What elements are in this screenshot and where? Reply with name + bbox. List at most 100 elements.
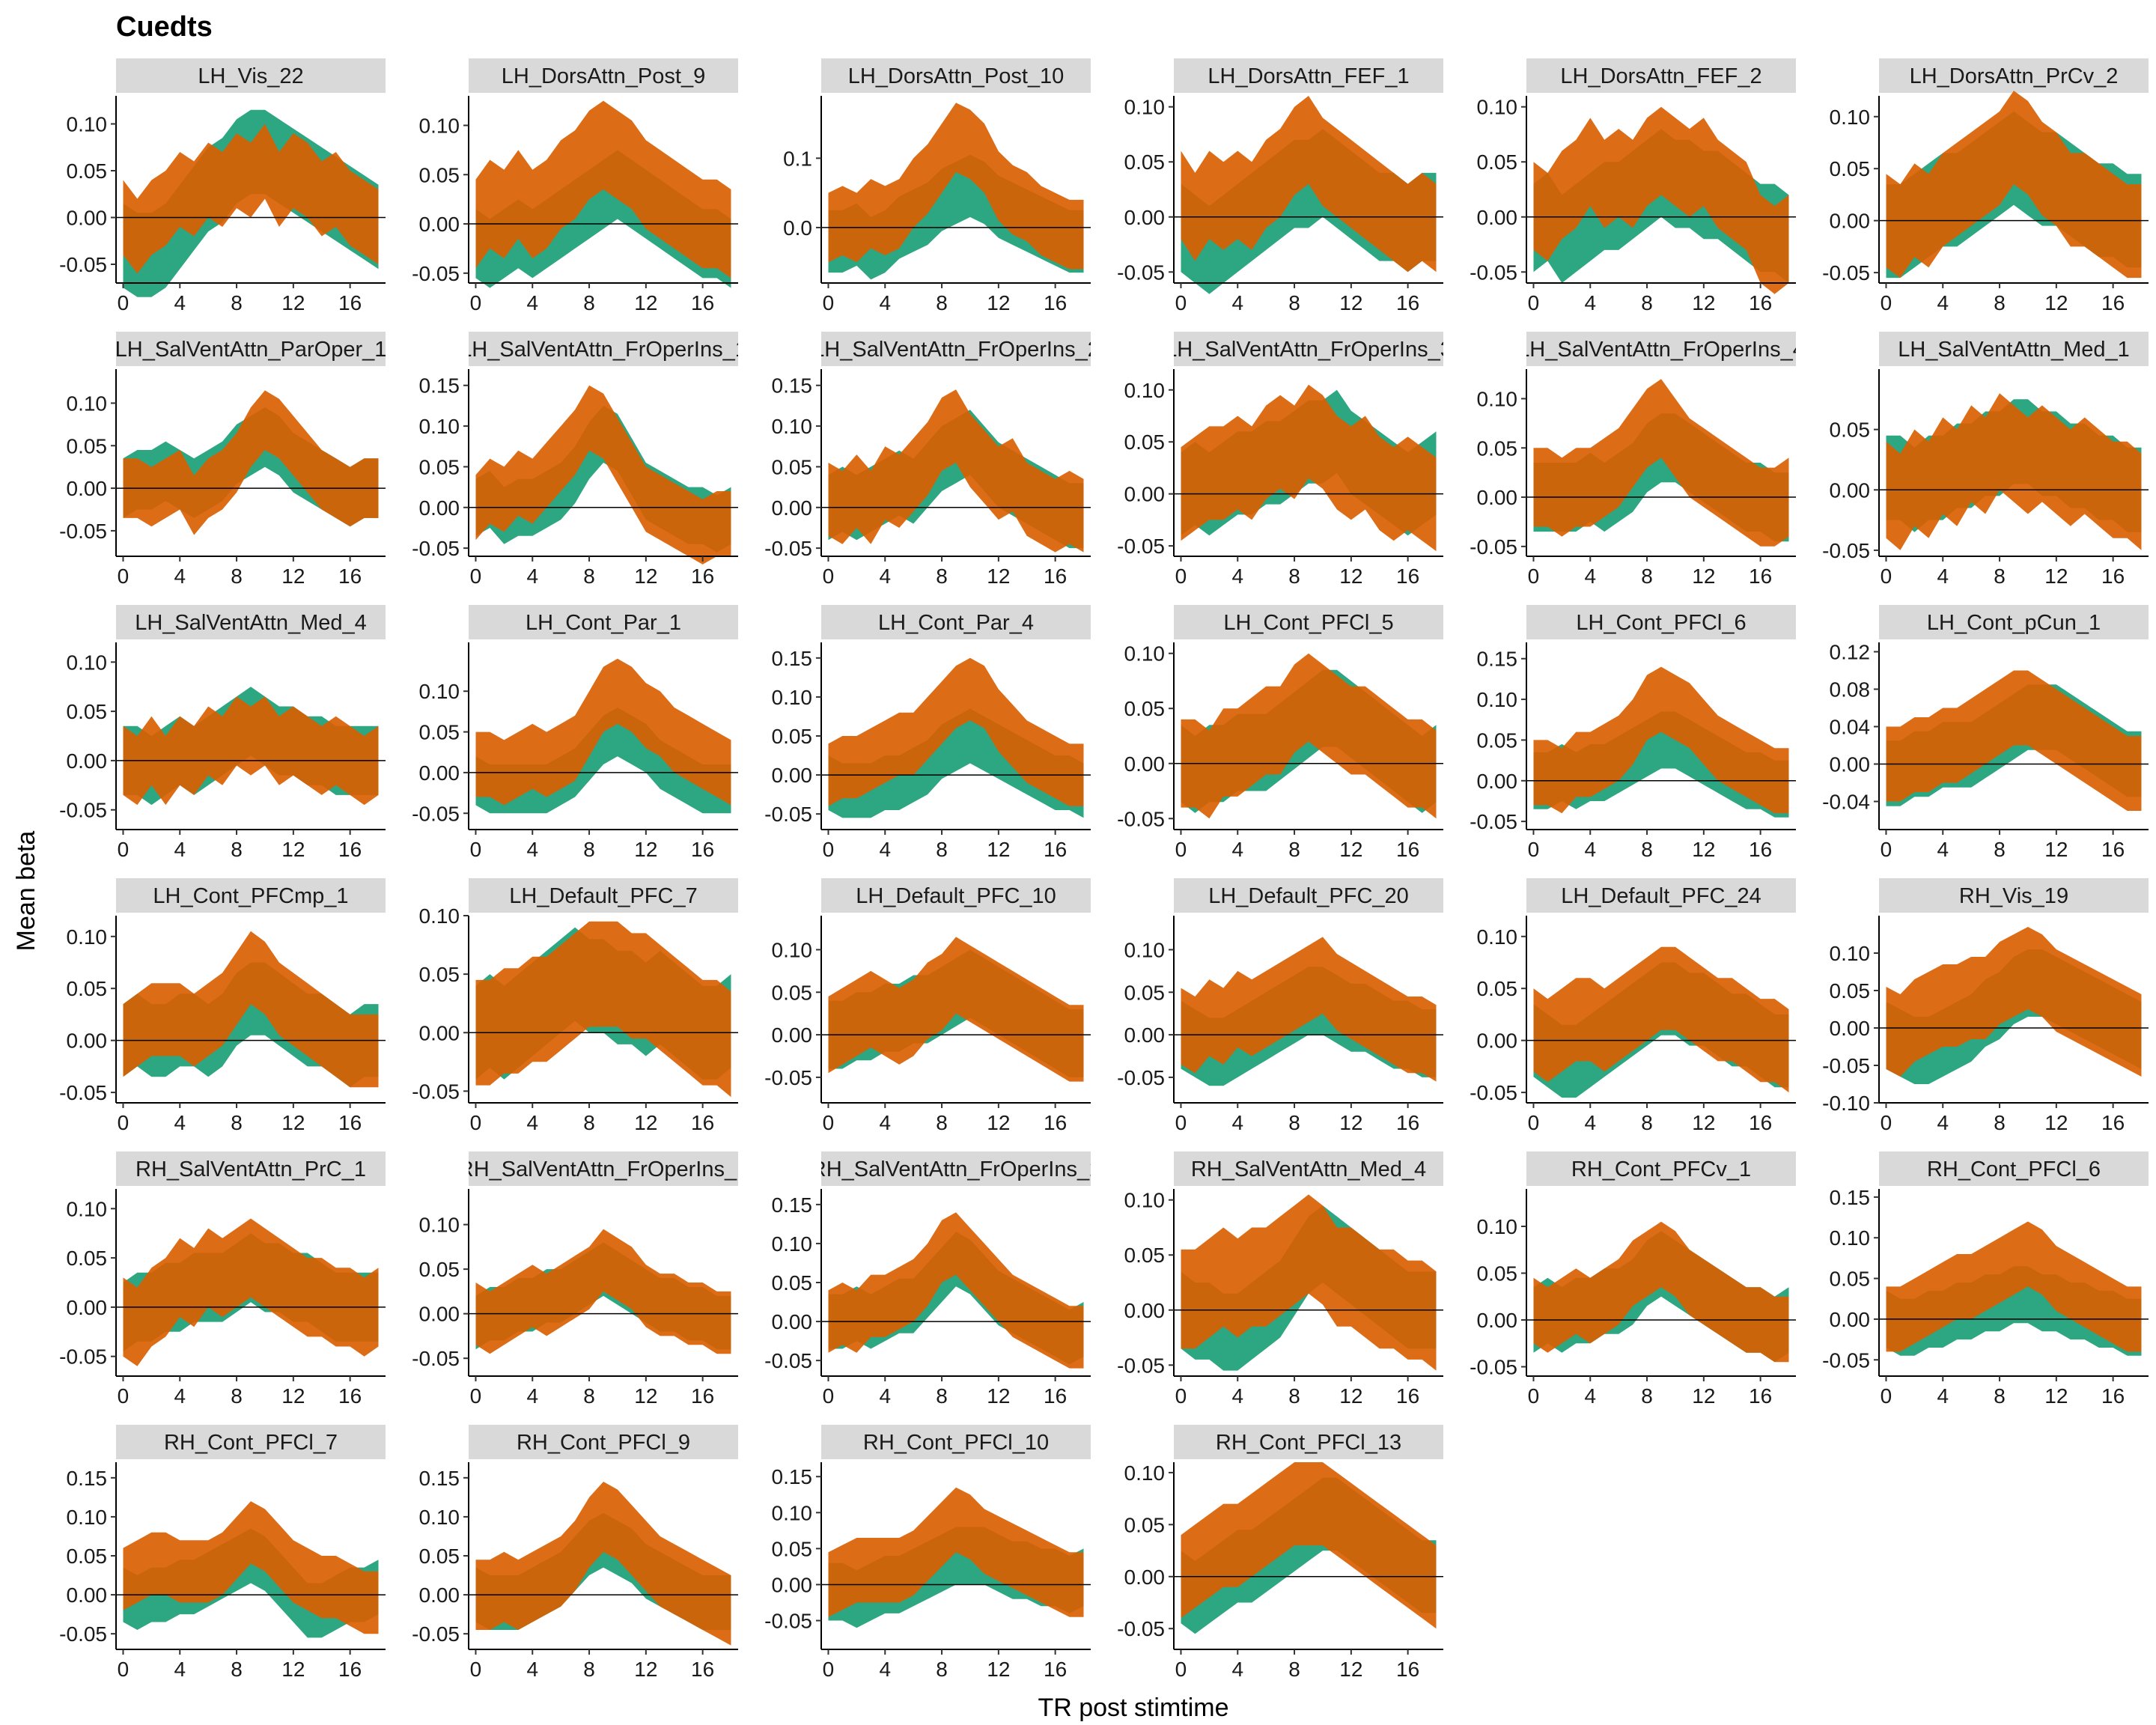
x-tick-label: 16	[1749, 1111, 1772, 1134]
y-tick-label: 0.05	[419, 963, 460, 986]
facet-panel: RH_Cont_PFCl_6 -0.05 0.00 0.05 0.10 0.15 0 4 8 12…	[1822, 1151, 2149, 1408]
ribbon-series-b	[1181, 96, 1437, 273]
x-tick-label: 0	[118, 838, 130, 861]
y-tick-label: 0.15	[419, 1467, 460, 1490]
y-tick-label: 0.00	[772, 1023, 813, 1047]
x-tick-label: 12	[987, 1111, 1010, 1134]
facet-strip	[1526, 605, 1796, 639]
facet-panel: LH_Cont_Par_4 -0.05 0.00 0.05 0.10 0.15 0 4 8 12 1…	[764, 605, 1091, 861]
y-tick-label: 0.10	[1124, 642, 1166, 666]
x-tick-label: 16	[1044, 1111, 1067, 1134]
y-tick-label: 0.00	[67, 1296, 108, 1319]
facet-strip-label: LH_SalVentAttn_FrOperIns_4	[1517, 338, 1805, 362]
facet-panel: LH_SalVentAttn_Med_4 -0.05 0.00 0.05 0.10 0 4 8…	[59, 605, 386, 861]
x-tick-label: 16	[1044, 1384, 1067, 1408]
x-tick-label: 8	[231, 1111, 243, 1134]
y-tick-label: -0.05	[1822, 1348, 1870, 1372]
ribbon-series-b	[1886, 1221, 2142, 1352]
ribbon-series-b	[1533, 666, 1789, 814]
x-tick-label: 4	[174, 838, 186, 861]
facet-panel: RH_SalVentAttn_FrOperIns_2 -0.05 0.00 0.05 0…	[764, 1151, 1091, 1408]
y-tick-label: 0.00	[67, 477, 108, 500]
facet-strip	[469, 332, 738, 366]
x-tick-label: 12	[1339, 565, 1362, 588]
x-tick-label: 8	[936, 565, 948, 588]
facet-strip-label: LH_SalVentAttn_Med_4	[135, 611, 367, 635]
y-tick-label: 0.15	[1830, 1186, 1871, 1209]
y-tick-label: 0.00	[1477, 1309, 1518, 1332]
x-tick-label: 16	[2101, 291, 2125, 314]
x-tick-label: 16	[1044, 565, 1067, 588]
x-tick-label: 4	[174, 1658, 186, 1681]
x-tick-label: 16	[1749, 565, 1772, 588]
x-tick-label: 16	[2101, 565, 2125, 588]
y-tick-label: 0.05	[67, 434, 108, 457]
ribbon-series-b	[1181, 937, 1437, 1082]
ribbon-series-b	[828, 389, 1084, 553]
x-tick-label: 4	[1231, 565, 1243, 588]
x-tick-label: 4	[1937, 565, 1949, 588]
facet-strip	[821, 1151, 1091, 1186]
facet-strip	[116, 878, 386, 913]
ribbon-series-b	[1533, 106, 1789, 294]
x-tick-label: 16	[338, 1384, 362, 1408]
facet-strip-label: LH_Default_PFC_20	[1208, 884, 1409, 908]
facet-strip-label: LH_SalVentAttn_FrOperIns_1	[460, 338, 747, 362]
y-tick-label: 0.00	[1477, 770, 1518, 793]
ribbon-series-b	[123, 1501, 379, 1634]
facet-panel: LH_DorsAttn_Post_10 0.0 0.1 0 4 8 12 16	[783, 58, 1091, 314]
facet-strip	[1526, 1151, 1796, 1186]
facet-panel: LH_DorsAttn_FEF_2 -0.05 0.00 0.05 0.10 0 4 8 12 1…	[1470, 58, 1796, 314]
x-tick-label: 12	[1692, 565, 1715, 588]
x-tick-label: 8	[1288, 1111, 1300, 1134]
x-tick-label: 8	[936, 1658, 948, 1681]
y-tick-label: 0.10	[1124, 379, 1166, 402]
y-tick-label: 0.00	[419, 496, 460, 520]
y-tick-label: 0.00	[67, 1029, 108, 1053]
ribbon-series-b	[828, 657, 1084, 806]
y-tick-label: 0.1	[783, 147, 812, 170]
facet-panel: RH_SalVentAttn_Med_4 -0.05 0.00 0.05 0.10 0 4 8…	[1117, 1151, 1443, 1408]
facet-strip-label: RH_Cont_PFCl_13	[1216, 1431, 1401, 1455]
facet-panel: LH_Default_PFC_10 -0.05 0.00 0.05 0.10 0 4 8 12 1…	[764, 878, 1091, 1134]
facet-panel: RH_SalVentAttn_FrOperIns_1 -0.05 0.00 0.05 0…	[412, 1151, 738, 1408]
x-tick-label: 16	[1396, 1111, 1419, 1134]
y-tick-label: 0.10	[1830, 1226, 1871, 1250]
x-tick-label: 0	[823, 838, 835, 861]
facet-panel: LH_SalVentAttn_Med_1 -0.05 0.00 0.05 0 4 8 12 16	[1822, 332, 2149, 588]
facet-strip-label: LH_DorsAttn_Post_9	[502, 64, 705, 88]
x-tick-label: 4	[174, 1111, 186, 1134]
x-tick-label: 12	[2044, 1384, 2068, 1408]
x-tick-label: 0	[470, 1658, 482, 1681]
y-tick-label: -0.05	[764, 1066, 812, 1089]
ribbon-series-b	[1533, 379, 1789, 547]
x-tick-label: 0	[1175, 1111, 1187, 1134]
y-tick-label: 0.10	[1477, 688, 1518, 711]
y-tick-label: -0.05	[1117, 261, 1165, 284]
x-tick-label: 16	[1396, 838, 1419, 861]
facet-strip	[116, 58, 386, 93]
y-tick-label: 0.05	[419, 1545, 460, 1568]
y-tick-label: 0.05	[772, 981, 813, 1004]
x-tick-label: 8	[583, 565, 595, 588]
y-tick-label: -0.05	[1470, 1081, 1517, 1104]
x-tick-label: 8	[1641, 1111, 1653, 1134]
ribbon-series-b	[123, 124, 379, 274]
x-tick-label: 12	[2044, 565, 2068, 588]
x-tick-label: 12	[987, 565, 1010, 588]
x-tick-label: 4	[1937, 1111, 1949, 1134]
y-tick-label: 0.00	[1124, 206, 1166, 229]
y-tick-label: 0.00	[1124, 483, 1166, 506]
x-tick-label: 16	[2101, 838, 2125, 861]
x-tick-label: 0	[1528, 1384, 1540, 1408]
y-tick-label: 0.00	[1830, 1017, 1871, 1040]
y-tick-label: 0.05	[419, 721, 460, 744]
x-tick-label: 4	[1231, 838, 1243, 861]
x-tick-label: 8	[583, 838, 595, 861]
x-tick-label: 16	[338, 1658, 362, 1681]
ribbon-series-b	[1533, 1221, 1789, 1363]
y-tick-label: -0.05	[412, 1080, 460, 1103]
y-tick-label: 0.00	[772, 764, 813, 787]
y-tick-label: 0.00	[419, 1303, 460, 1326]
